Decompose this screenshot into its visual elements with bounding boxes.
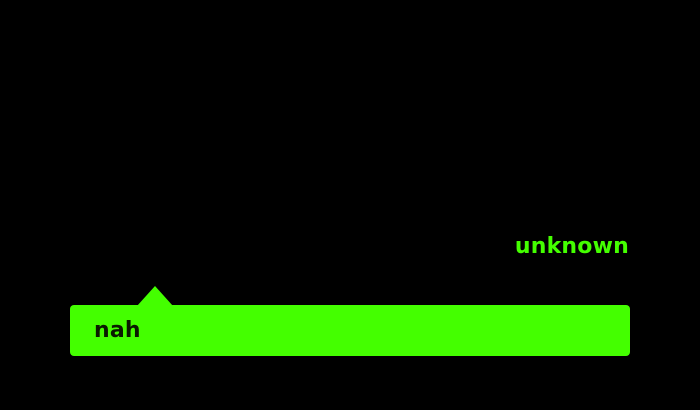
bubble-pointer [137,286,173,306]
message-text: nah [94,318,141,343]
message-bubble: nah [70,305,630,356]
status-label: unknown [514,234,629,259]
